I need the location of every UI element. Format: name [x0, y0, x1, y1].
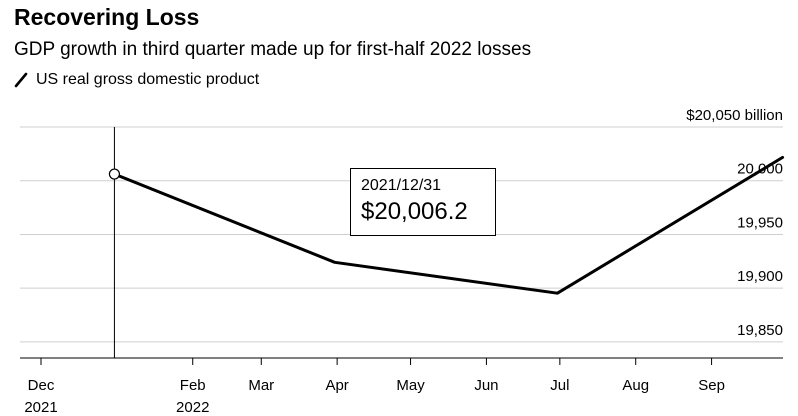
x-tick-label: Jul	[550, 377, 569, 394]
x-tick-label: Aug	[622, 377, 649, 394]
tooltip-value: $20,006.2	[361, 198, 468, 225]
x-tick-label: Sep	[698, 377, 725, 394]
tooltip-date: 2021/12/31	[361, 177, 442, 194]
y-tick-label: 19,900	[737, 268, 783, 285]
legend-label: US real gross domestic product	[36, 71, 260, 88]
x-tick-label: Feb	[180, 377, 206, 394]
x-tick-label: Dec	[28, 377, 55, 394]
y-tick-label: 20,000	[737, 161, 783, 178]
y-tick-label: $20,050 billion	[686, 107, 783, 124]
data-tooltip: 2021/12/31 $20,006.2	[350, 168, 496, 236]
x-tick-label: Jun	[474, 377, 498, 394]
x-tick-label: Mar	[248, 377, 274, 394]
series-line	[112, 155, 785, 295]
chart-title: Recovering Loss	[14, 4, 200, 30]
chart-subtitle: GDP growth in third quarter made up for …	[14, 39, 532, 60]
y-tick-label: 19,850	[737, 322, 783, 339]
x-tick-label: May	[396, 377, 425, 394]
x-tick-sublabel: 2022	[176, 399, 209, 416]
x-tick-label: Apr	[325, 377, 348, 394]
x-tick-sublabel: 2021	[24, 399, 57, 416]
highlight-point-marker	[108, 168, 121, 180]
diagonal-line-icon	[14, 72, 28, 88]
y-tick-label: 19,950	[737, 214, 783, 231]
legend: US real gross domestic product	[14, 71, 259, 89]
